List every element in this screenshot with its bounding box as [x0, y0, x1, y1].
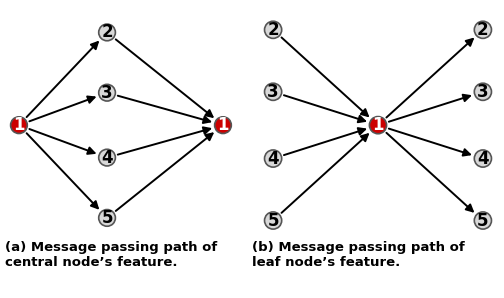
- Text: 5: 5: [477, 212, 489, 229]
- Text: 2: 2: [477, 21, 489, 39]
- Circle shape: [265, 150, 282, 167]
- Circle shape: [11, 117, 27, 134]
- Text: 4: 4: [267, 150, 279, 167]
- Circle shape: [265, 21, 282, 38]
- Circle shape: [99, 149, 115, 166]
- Circle shape: [99, 24, 115, 41]
- Text: 4: 4: [477, 150, 489, 167]
- Text: 5: 5: [101, 209, 113, 227]
- Circle shape: [369, 117, 387, 134]
- Circle shape: [99, 84, 115, 101]
- Text: 3: 3: [477, 83, 489, 101]
- Text: 1: 1: [13, 116, 25, 134]
- Circle shape: [215, 117, 231, 134]
- Text: 1: 1: [372, 116, 384, 134]
- Text: (b) Message passing path of
leaf node’s feature.: (b) Message passing path of leaf node’s …: [252, 241, 465, 269]
- Circle shape: [474, 212, 491, 229]
- Text: 1: 1: [217, 116, 229, 134]
- Text: 2: 2: [267, 21, 279, 39]
- Text: 3: 3: [267, 83, 279, 101]
- Text: 3: 3: [101, 84, 113, 102]
- Circle shape: [474, 83, 491, 100]
- Circle shape: [265, 212, 282, 229]
- Text: 2: 2: [101, 24, 113, 41]
- Circle shape: [474, 150, 491, 167]
- Text: (a) Message passing path of
central node’s feature.: (a) Message passing path of central node…: [5, 241, 217, 269]
- Circle shape: [99, 209, 115, 226]
- Text: 5: 5: [267, 212, 279, 229]
- Circle shape: [474, 21, 491, 38]
- Text: 4: 4: [101, 149, 113, 167]
- Circle shape: [265, 83, 282, 100]
